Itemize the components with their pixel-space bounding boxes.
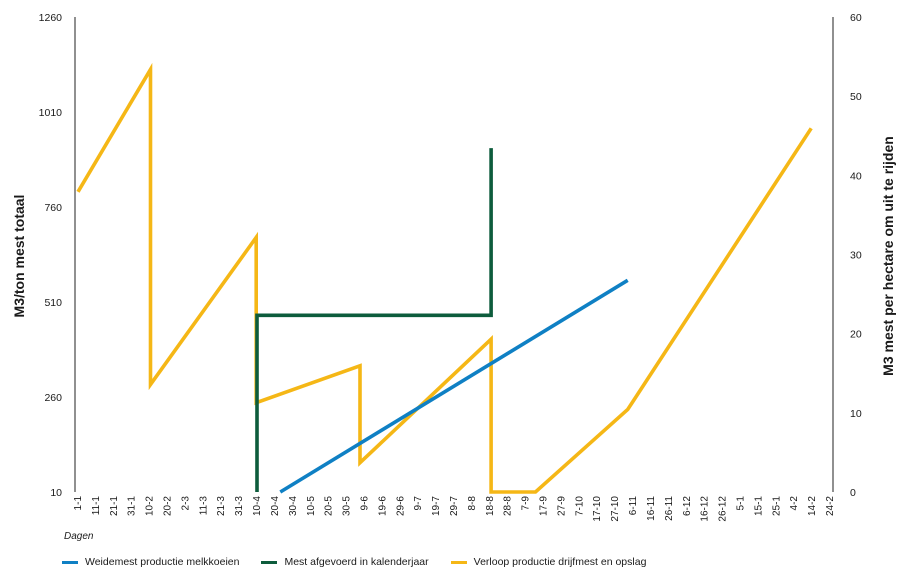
right-tick-label: 10 xyxy=(850,408,862,420)
x-tick-label: 16-11 xyxy=(646,496,657,521)
x-tick-label: 18-8 xyxy=(485,496,496,516)
x-tick-label: 31-1 xyxy=(127,496,138,516)
right-tick-label: 60 xyxy=(850,12,862,24)
x-tick-label: 14-2 xyxy=(807,496,818,516)
x-tick-label: 20-5 xyxy=(324,496,335,516)
legend-item-afgevoerd: Mest afgevoerd in kalenderjaar xyxy=(261,556,429,568)
legend-item-drijfmest: Verloop productie drijfmest en opslag xyxy=(450,556,647,568)
chart: 10 260 510 760 1010 1260 0 10 20 30 40 50 60 1-1 11-1 2… xyxy=(11,12,896,542)
legend-label-weidemest: Weidemest productie melkkoeien xyxy=(85,556,240,568)
right-tick-label: 0 xyxy=(850,487,856,499)
x-tick-label: 20-2 xyxy=(163,496,174,516)
legend-swatch-weidemest xyxy=(62,560,78,564)
x-tick-label: 1-1 xyxy=(73,496,84,511)
left-tick-label: 1260 xyxy=(39,12,63,24)
legend-item-weidemest: Weidemest productie melkkoeien xyxy=(62,556,239,568)
x-tick-label: 8-8 xyxy=(467,496,478,511)
x-tick-label: 6-12 xyxy=(682,496,693,516)
x-tick-label: 19-7 xyxy=(431,496,442,516)
x-tick-label: 17-9 xyxy=(539,496,550,516)
x-tick-label: 4-2 xyxy=(789,496,800,511)
legend-label-afgevoerd: Mest afgevoerd in kalenderjaar xyxy=(284,556,429,568)
right-tick-label: 20 xyxy=(850,329,862,341)
x-tick-label: 9-6 xyxy=(359,496,370,511)
x-tick-label: 21-1 xyxy=(109,496,120,516)
x-tick-label: 25-1 xyxy=(771,496,782,516)
x-tick-label: 16-12 xyxy=(700,496,711,522)
x-tick-label: 26-12 xyxy=(718,496,729,522)
x-tick-label: 30-5 xyxy=(342,496,353,516)
x-tick-label: 5-1 xyxy=(735,496,746,511)
left-tick-label: 760 xyxy=(44,202,62,214)
x-tick-label: 10-2 xyxy=(145,496,156,516)
x-tick-label: 11-3 xyxy=(198,496,209,516)
x-tick-label: 27-9 xyxy=(556,496,567,516)
right-tick-label: 30 xyxy=(850,250,862,262)
x-tick-label: 20-4 xyxy=(270,496,281,516)
x-sublabel: Dagen xyxy=(64,531,94,542)
x-tick-label: 28-8 xyxy=(503,496,514,516)
x-tick-label: 29-7 xyxy=(449,496,460,516)
x-tick-label: 27-10 xyxy=(610,496,621,522)
x-tick-label: 2-3 xyxy=(180,496,191,511)
left-tick-label: 510 xyxy=(44,297,62,309)
legend: Weidemest productie melkkoeien Mest afge… xyxy=(62,556,646,568)
right-axis-title: M3 mest per hectare om uit te rijden xyxy=(880,136,896,376)
left-tick-label: 1010 xyxy=(39,107,63,119)
x-tick-label: 21-3 xyxy=(216,496,227,516)
x-tick-label: 26-11 xyxy=(664,496,675,521)
left-tick-label: 260 xyxy=(44,392,62,404)
right-tick-label: 40 xyxy=(850,170,862,182)
x-tick-label: 10-4 xyxy=(252,496,263,516)
series-line-0 xyxy=(279,278,629,494)
x-tick-label: 31-3 xyxy=(234,496,245,516)
left-axis-title: M3/ton mest totaal xyxy=(11,195,27,318)
x-tick-label: 9-7 xyxy=(413,496,424,511)
x-tick-label: 30-4 xyxy=(288,496,299,516)
series-line-1 xyxy=(255,148,493,492)
x-tick-label: 10-5 xyxy=(306,496,317,516)
series-line-2 xyxy=(76,62,813,494)
x-tick-label: 7-10 xyxy=(574,496,585,516)
x-tick-label: 6-11 xyxy=(628,496,639,516)
x-tick-label: 19-6 xyxy=(377,496,388,516)
legend-label-drijfmest: Verloop productie drijfmest en opslag xyxy=(473,556,647,568)
legend-swatch-afgevoerd xyxy=(261,560,278,564)
x-tick-label: 15-1 xyxy=(753,496,764,516)
x-tick-label: 24-2 xyxy=(825,496,836,516)
left-tick-label: 10 xyxy=(50,487,62,499)
x-tick-label: 17-10 xyxy=(592,496,603,522)
x-tick-label: 29-6 xyxy=(395,496,406,516)
x-tick-label: 11-1 xyxy=(91,496,102,516)
legend-swatch-drijfmest xyxy=(450,560,467,564)
right-tick-label: 50 xyxy=(850,91,862,103)
x-tick-label: 7-9 xyxy=(521,496,532,511)
